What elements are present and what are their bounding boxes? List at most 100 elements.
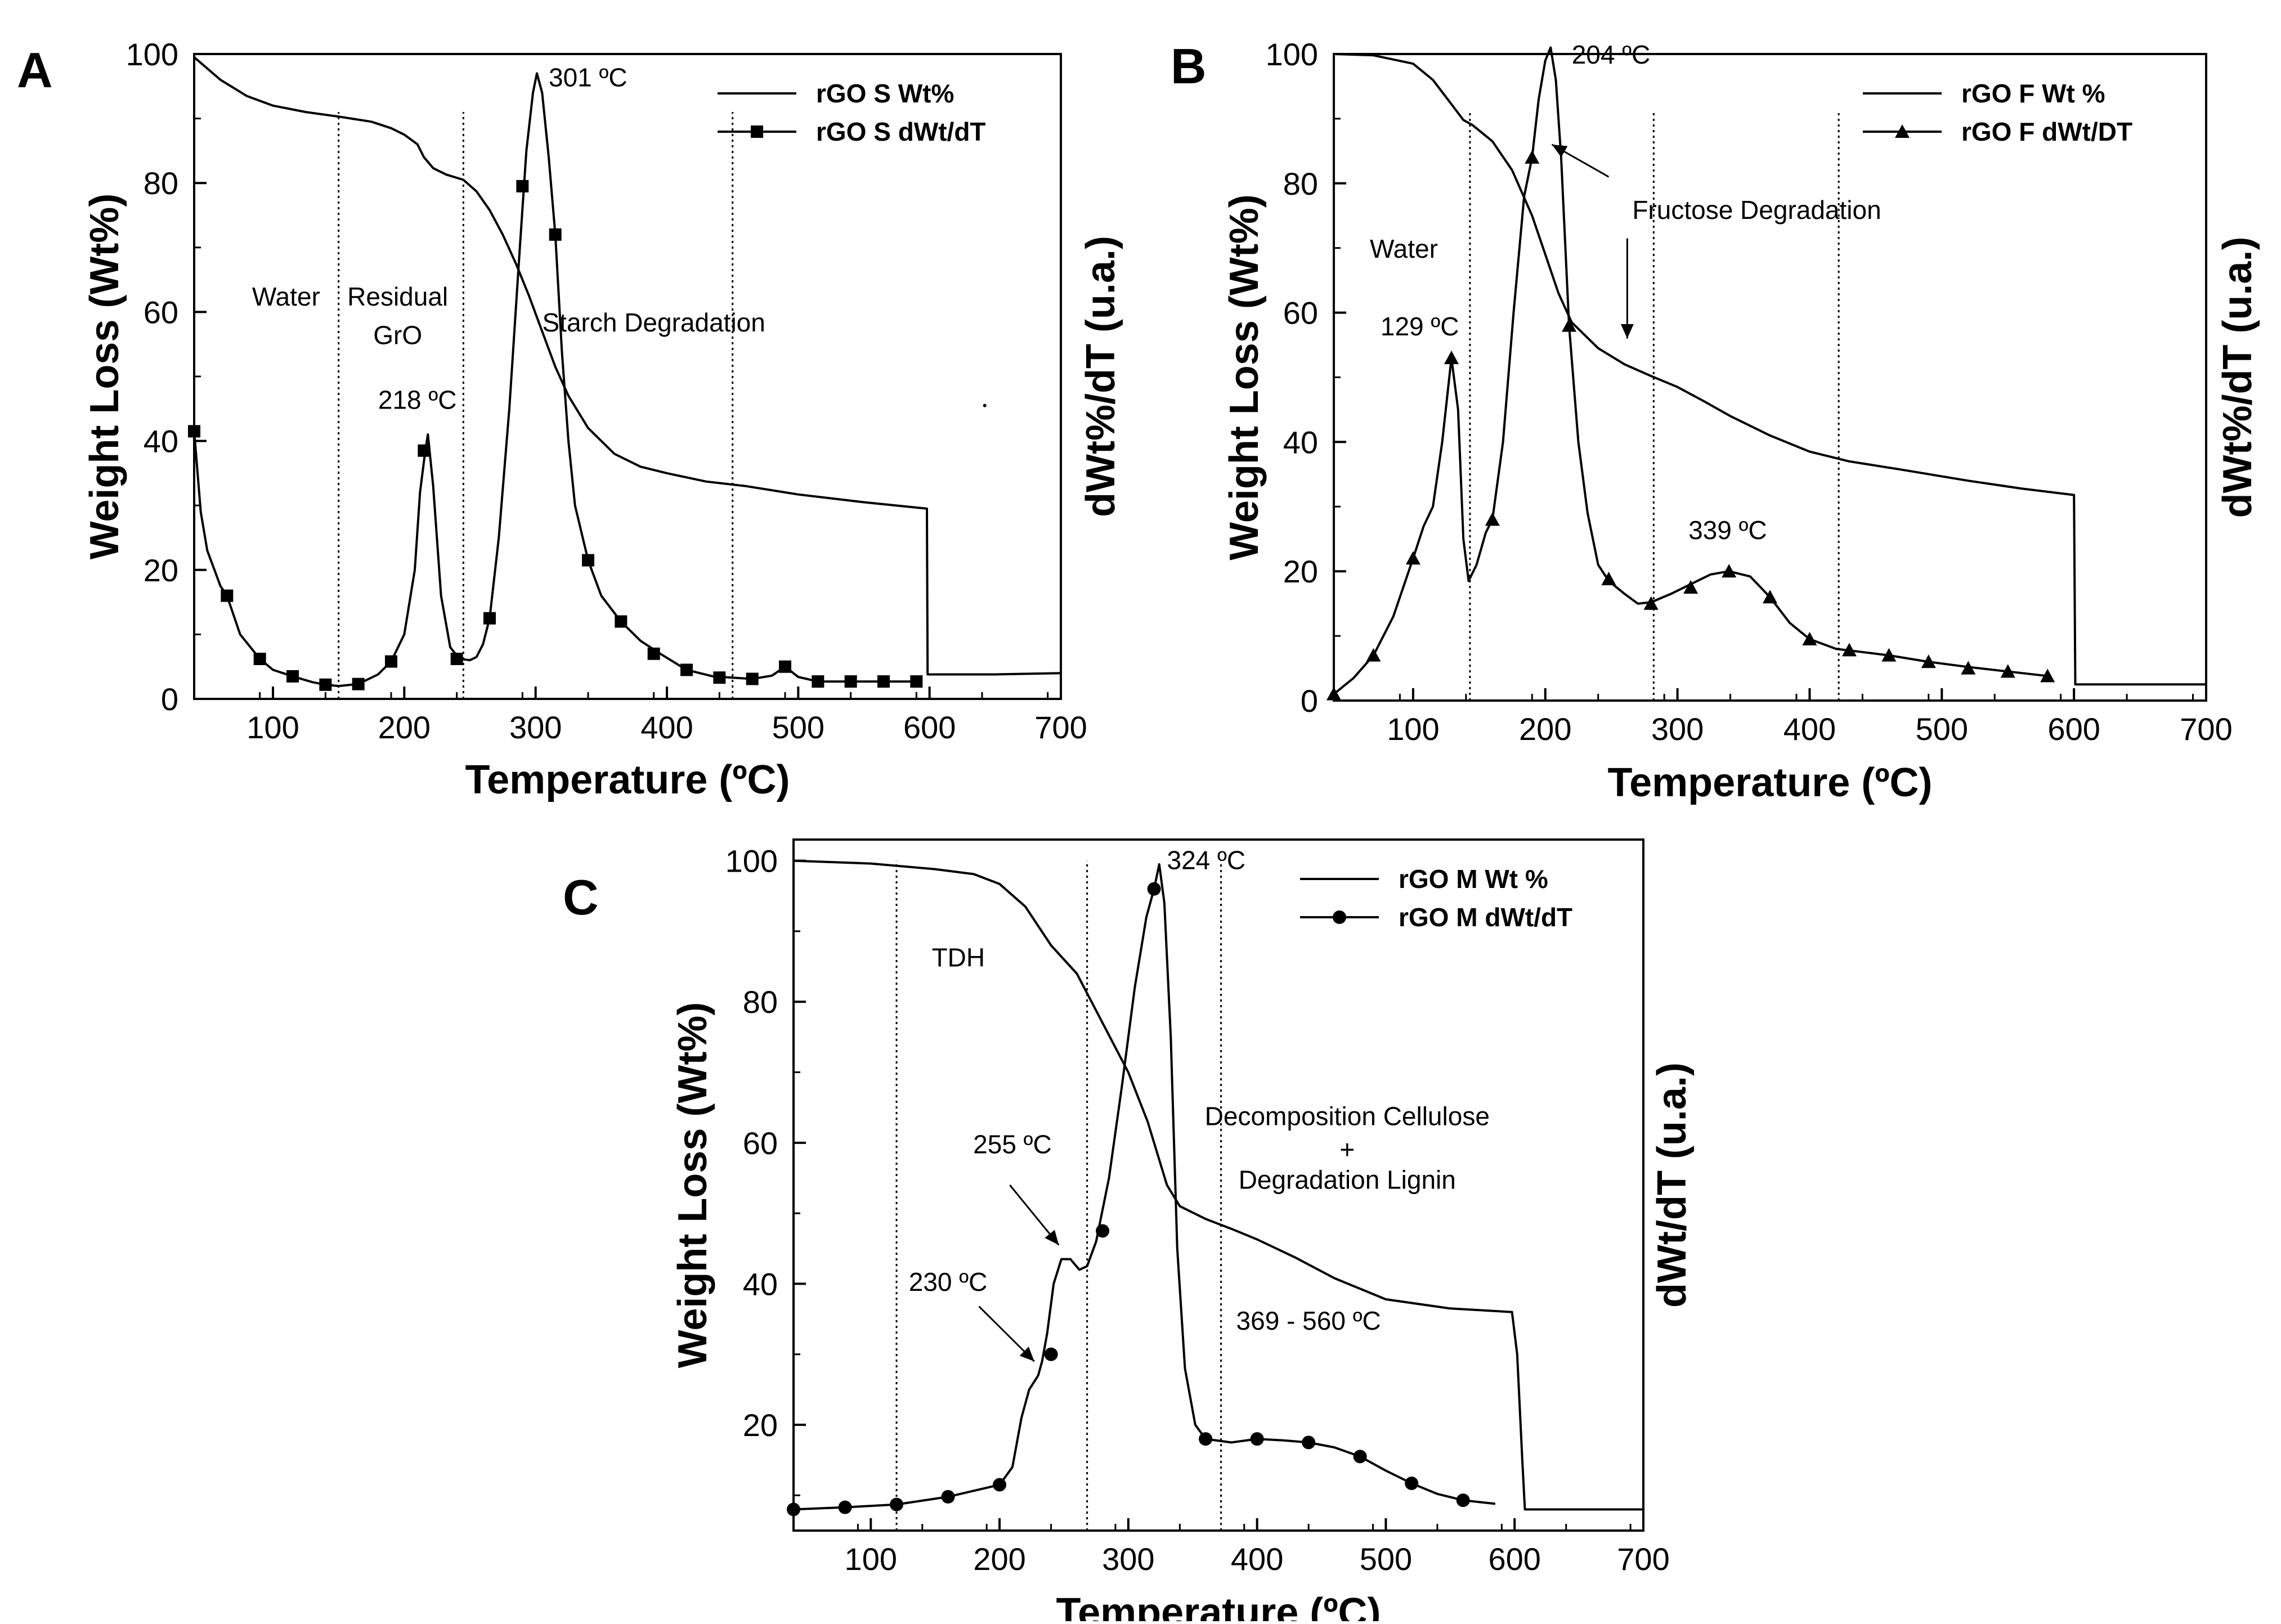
x-axis-title-a: Temperature (ºC) xyxy=(465,757,790,802)
y-tick-label-b: 100 xyxy=(1266,37,1318,72)
series-line-a-0 xyxy=(193,56,1061,676)
annotation-arrowhead-c xyxy=(1045,1230,1059,1245)
y-tick-label-c: 20 xyxy=(743,1407,778,1443)
data-point-c-1 xyxy=(1044,1347,1058,1361)
panel-a: A 100 200 300 400 500 600 700 0 20 40 60 80 100 Temper… xyxy=(17,37,1123,802)
x-tick-label-b: 200 xyxy=(1519,711,1571,747)
data-point-c-1 xyxy=(941,1490,955,1504)
legend-marker-a xyxy=(751,125,763,138)
data-point-a-1 xyxy=(286,670,299,683)
series-line-c-0 xyxy=(793,859,1643,1511)
data-point-a-1 xyxy=(319,678,332,691)
x-axis-title-b: Temperature (ºC) xyxy=(1607,760,1932,805)
annotation-b: Fructose Degradation xyxy=(1632,195,1881,225)
annotation-a: 301 ºC xyxy=(549,62,628,92)
data-point-a-1 xyxy=(647,647,660,660)
data-point-a-1 xyxy=(253,652,266,665)
y-axis-title-c: Weight Loss (Wt%) xyxy=(670,1002,715,1369)
y-tick-label-b: 40 xyxy=(1283,424,1318,460)
data-point-b-1 xyxy=(1683,580,1699,594)
data-point-b-1 xyxy=(1881,648,1897,662)
x-tick-label-b: 500 xyxy=(1916,711,1968,747)
panel-letter-a: A xyxy=(17,42,53,98)
data-point-b-1 xyxy=(1601,571,1616,586)
x-tick-label-c: 200 xyxy=(973,1541,1025,1577)
data-point-c-1 xyxy=(838,1500,852,1514)
data-point-b-1 xyxy=(1722,564,1737,578)
data-point-b-1 xyxy=(1485,512,1500,526)
y-tick-label-a: 40 xyxy=(144,424,178,459)
data-point-a-1 xyxy=(385,655,397,668)
x-tick-label-a: 500 xyxy=(772,710,824,745)
series-line-c-1 xyxy=(793,863,1496,1511)
legend-label-a: rGO S dWt/dT xyxy=(816,117,986,146)
panel-c: C 100 200 300 400 500 600 700 20 40 60 80 100 Tempera… xyxy=(563,838,1695,1624)
data-point-b-1 xyxy=(1405,551,1420,565)
data-point-a-1 xyxy=(352,678,365,690)
annotation-c: Degradation Lignin xyxy=(1239,1165,1456,1194)
y-tick-label-c: 60 xyxy=(743,1125,778,1161)
panel-letter-b: B xyxy=(1171,38,1207,94)
data-point-c-1 xyxy=(1096,1224,1110,1238)
plot-frame-a xyxy=(193,53,1062,700)
annotation-a: Residual xyxy=(347,282,448,311)
data-point-a-1 xyxy=(549,228,562,241)
annotation-c: Decomposition Cellulose xyxy=(1205,1101,1490,1130)
data-point-a-1 xyxy=(516,180,529,192)
data-point-b-1 xyxy=(1327,687,1341,701)
data-point-b-1 xyxy=(1961,661,1976,675)
x-tick-label-b: 300 xyxy=(1651,711,1704,747)
x-tick-label-c: 600 xyxy=(1488,1541,1540,1577)
annotation-arrowhead-b xyxy=(1620,324,1634,339)
legend-label-c: rGO M Wt % xyxy=(1399,864,1548,894)
data-point-b-1 xyxy=(1366,648,1381,662)
x-tick-label-a: 100 xyxy=(247,710,299,745)
data-point-b-1 xyxy=(1444,351,1459,365)
y-tick-label-b: 80 xyxy=(1283,166,1318,201)
series-line-b-0 xyxy=(1333,53,2206,686)
y-tick-label-b: 20 xyxy=(1283,554,1318,589)
panel-b: B 100 200 300 400 500 600 700 0 20 40 60 80 100 Temper… xyxy=(1171,37,2260,805)
data-point-a-1 xyxy=(188,425,200,438)
data-point-a-1 xyxy=(844,675,857,688)
x-tick-label-b: 100 xyxy=(1387,711,1439,747)
annotation-b: 339 ºC xyxy=(1688,515,1767,545)
legend-marker-b xyxy=(1895,124,1910,138)
data-point-a-1 xyxy=(418,444,431,457)
panel-letter-c: C xyxy=(563,869,599,925)
y-tick-label-a: 0 xyxy=(161,681,178,717)
data-point-a-1 xyxy=(812,675,824,688)
x-tick-label-c: 100 xyxy=(845,1541,897,1577)
data-point-c-1 xyxy=(993,1478,1007,1492)
data-point-c-1 xyxy=(787,1502,800,1517)
stray-mark-a xyxy=(983,403,987,407)
y-tick-label-c: 80 xyxy=(743,984,778,1020)
y-tick-label-b: 0 xyxy=(1301,683,1318,719)
data-point-c-1 xyxy=(1250,1432,1264,1446)
annotation-a: 218 ºC xyxy=(378,385,457,414)
y-tick-label-a: 80 xyxy=(144,165,178,201)
data-point-b-1 xyxy=(2000,664,2015,678)
annotation-b: 204 ºC xyxy=(1572,40,1651,69)
data-point-c-1 xyxy=(1353,1450,1367,1464)
x-tick-label-a: 600 xyxy=(903,710,956,745)
annotation-a: Starch Degradation xyxy=(542,308,765,337)
data-point-b-1 xyxy=(1643,596,1659,610)
data-point-a-1 xyxy=(746,672,759,685)
y-tick-label-a: 60 xyxy=(144,294,178,330)
annotation-b: 129 ºC xyxy=(1381,312,1459,341)
x-axis-title-c: Temperature (ºC) xyxy=(1056,1590,1381,1621)
data-point-b-1 xyxy=(1562,318,1577,332)
data-point-a-1 xyxy=(582,554,594,567)
annotation-c: 324 ºC xyxy=(1167,846,1245,875)
x-tick-label-c: 500 xyxy=(1360,1541,1412,1577)
annotation-b: Water xyxy=(1370,234,1438,263)
y2-axis-title-c: dWt/dT (u.a.) xyxy=(1650,1062,1695,1308)
data-point-a-1 xyxy=(779,660,791,673)
data-point-b-1 xyxy=(1802,631,1817,645)
x-tick-label-a: 300 xyxy=(509,710,562,745)
x-tick-label-b: 600 xyxy=(2047,711,2100,747)
y-tick-label-c: 100 xyxy=(725,844,778,879)
